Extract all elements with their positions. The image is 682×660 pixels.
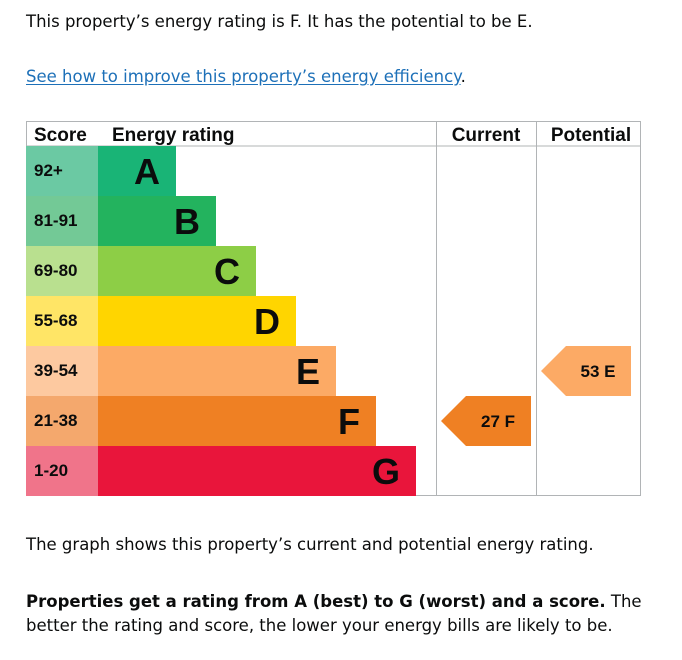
rating-letter-b: B [174,201,200,242]
link-trailing-punctuation: . [460,67,466,86]
rating-bands: 92+ A 81-91 B 69-80 C 55-68 D 39-54 E 21-38 F 1-20 G [26,146,416,496]
potential-column-header: Potential [551,125,631,146]
rating-summary-rest: The better the rating and score, the low… [26,592,642,635]
energy-rating-chart: Score Energy rating Current Potential 92… [26,121,642,502]
rating-bar-c [98,246,256,296]
score-cell-c [26,246,98,296]
potential-rating-label: 53 E [581,362,616,381]
rating-letter-f: F [338,401,360,442]
score-cell-b [26,196,98,246]
potential-rating-arrow [541,346,631,396]
rating-bar-d [98,296,296,346]
score-range-b: 81-91 [34,211,77,230]
rating-letter-c: C [214,251,240,292]
rating-bar-g [98,446,416,496]
improve-efficiency-link[interactable]: See how to improve this property’s energ… [26,67,461,86]
rating-bar-b [98,196,216,246]
rating-letter-e: E [296,351,320,392]
rating-letter-a: A [134,151,160,192]
score-range-a: 92+ [34,161,63,180]
score-range-g: 1-20 [34,461,68,480]
score-cell-f [26,396,98,446]
energy-rating-column-header: Energy rating [112,125,234,146]
score-range-d: 55-68 [34,311,77,330]
score-range-e: 39-54 [34,361,78,380]
graph-caption: The graph shows this property’s current … [26,535,594,554]
score-range-f: 21-38 [34,411,77,430]
score-column-header: Score [34,125,87,146]
score-cell-g [26,446,98,496]
rating-letter-d: D [254,301,280,342]
score-cell-e [26,346,98,396]
rating-markers: 27 F 53 E [441,346,631,446]
score-cell-d [26,296,98,346]
score-range-c: 69-80 [34,261,77,280]
rating-letter-g: G [372,451,400,492]
rating-bar-e [98,346,336,396]
rating-summary-bold: Properties get a rating from A (best) to… [26,592,606,611]
score-cell-a [26,146,98,196]
energy-rating-graph: Score Energy rating Current Potential 92… [26,121,641,496]
current-column-header: Current [452,125,521,146]
current-rating-arrow [441,396,531,446]
rating-summary: Properties get a rating from A (best) to… [26,590,646,638]
improve-efficiency-paragraph: See how to improve this property’s energ… [26,67,466,86]
rating-bar-f [98,396,376,446]
rating-intro-text: This property’s energy rating is F. It h… [26,12,533,31]
current-rating-label: 27 F [481,412,515,431]
rating-bar-a [98,146,176,196]
